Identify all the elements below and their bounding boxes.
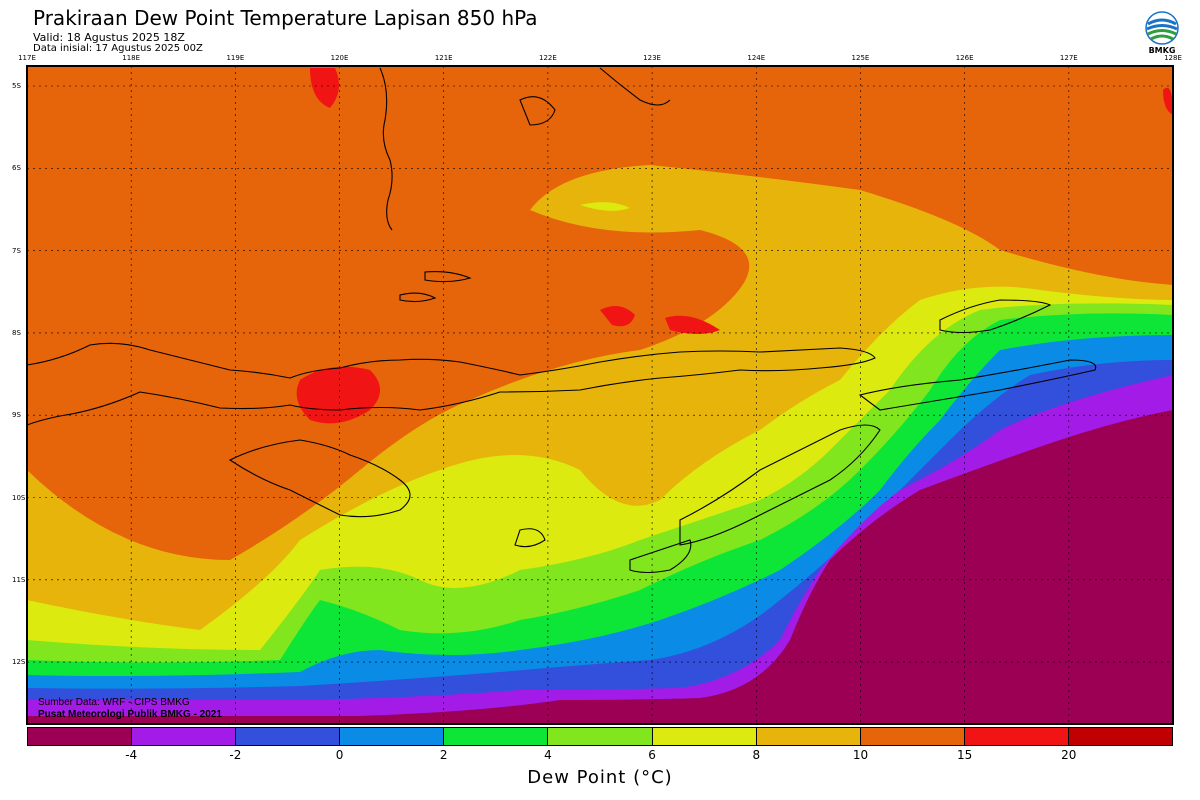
coastline-wetar [939,299,1052,334]
latitude-label: 9S [12,411,21,420]
colorbar-segment [236,728,341,745]
colorbar-tick-label: 8 [752,748,761,762]
coastline-tanimbar-line [858,359,1097,411]
longitude-label: 128E [1164,54,1182,62]
coastline-island [424,271,472,283]
fill-red-blob [600,306,635,327]
colorbar-segment [28,728,133,745]
coastline-island [514,528,546,548]
latitude-label: 12S [12,658,26,667]
logo-text: BMKG [1148,46,1176,55]
map-frame [26,65,1174,725]
colorbar-tick-label: 6 [648,748,656,762]
latitude-label: 10S [12,493,26,502]
colorbar-segment [444,728,549,745]
colorbar-segment [652,728,757,745]
longitude-label: 118E [122,54,141,62]
longitude-label: 121E [434,54,453,62]
coastline-timor [679,424,881,546]
colorbar-segment [964,728,1069,745]
fill-red-blob [310,68,339,108]
longitude-label: 122E [539,54,557,62]
colorbar-tick-label: 4 [544,748,552,762]
colorbar-segment [756,728,861,745]
latitude-label: 8S [12,328,21,337]
latitude-label: 6S [12,164,21,173]
colorbar-segment [132,728,237,745]
longitude-label: 117E [18,54,36,62]
fill-red-blob [665,315,720,334]
colorbar-tick-label: -4 [125,748,138,762]
source-line-1: Sumber Data: WRF - CIPS BMKG [38,697,190,708]
coastline-island [399,292,437,303]
coastline-sumba [228,439,411,518]
colorbar-segment [860,728,965,745]
source-line-2: Pusat Meteorologi Publik BMKG - 2021 [38,709,222,720]
valid-time: Valid: 18 Agustus 2025 18Z [33,31,185,44]
colorbar-tick-label: 2 [439,748,448,762]
map-title: Prakiraan Dew Point Temperature Lapisan … [33,6,538,30]
source-credit: Sumber Data: WRF - CIPS BMKG Pusat Meteo… [38,697,222,721]
longitude-label: 127E [1059,54,1078,62]
colorbar-tick-label: 0 [335,748,344,762]
latitude-label: 5S [12,82,21,90]
colorbar-tick-label: 10 [852,748,869,762]
longitude-label: 126E [955,54,974,62]
fill-yellow-patch [580,202,630,211]
graticule [27,66,1173,724]
bmkg-logo-icon [1145,11,1179,45]
colorbar-segment [1068,728,1173,745]
colorbar-segment [340,728,445,745]
colorbar [27,727,1173,746]
longitude-label: 125E [851,54,870,62]
colorbar-segment [548,728,653,745]
init-time: Data inisial: 17 Agustus 2025 00Z [33,43,203,54]
longitude-label: 124E [747,54,766,62]
coastline-lesser-sunda [26,342,876,426]
fill-magenta [27,410,1173,724]
coastlines [26,67,1097,574]
bmkg-logo: BMKG [1142,10,1182,58]
coastline-island [519,96,556,126]
coastline-buton [599,67,671,106]
longitude-label: 119E [226,54,245,62]
longitude-label: 120E [330,54,349,62]
colorbar-tick-label: 15 [956,748,973,762]
latitude-label: 7S [12,246,21,255]
colorbar-tick-label: -2 [229,748,242,762]
coastline-rote [629,539,692,574]
fill-red-blob [1163,87,1173,115]
coastline-sulawesi [379,67,393,231]
contour-fill-layer [27,66,1173,724]
longitude-label: 123E [643,54,661,62]
longitude-labels: 117E 118E 119E 120E 121E 122E 123E 124E 125E 126E… [0,54,1200,64]
colorbar-tick-label: 20 [1061,748,1077,762]
colorbar-unit: Dew Point (°C) [527,767,673,788]
latitude-label: 11S [12,575,26,584]
